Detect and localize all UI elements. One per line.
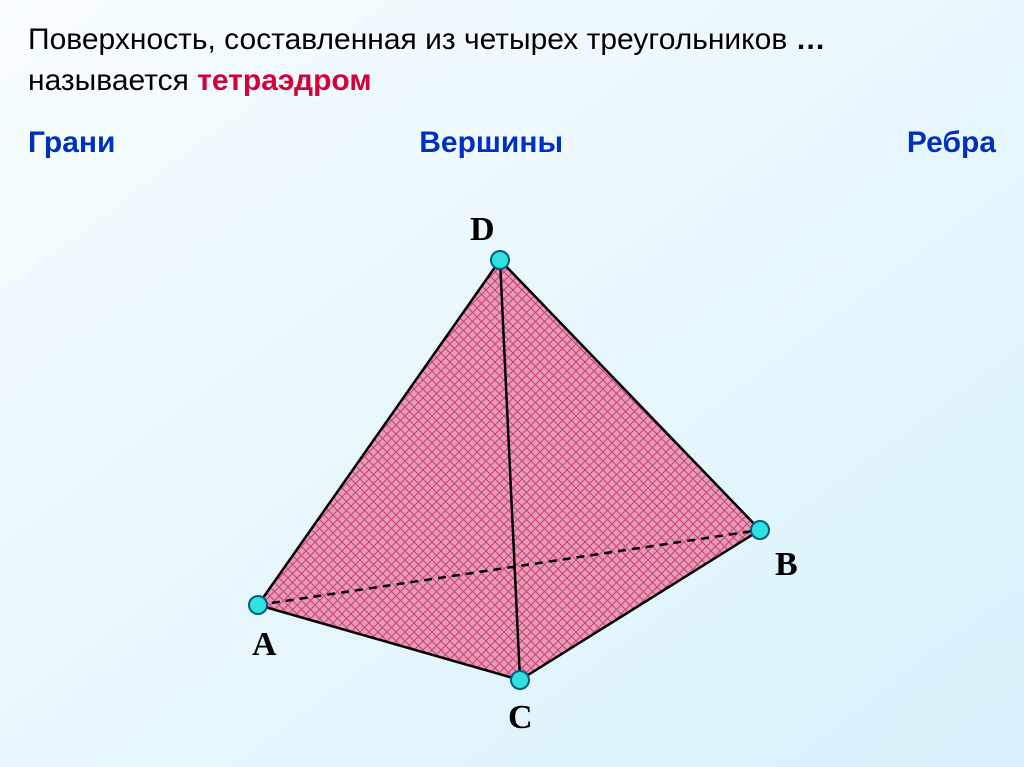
slide: Поверхность, составленная из четырех тре… [0,0,1024,767]
definition-text: Поверхность, составленная из четырех тре… [28,20,996,101]
face [500,260,760,680]
vertex-label-C: C [508,699,533,736]
vertex-A [249,596,267,614]
tetrahedron-figure: D A B C [0,200,1024,760]
vertex-B [751,521,769,539]
definition-ellipsis: … [796,23,826,56]
definition-part1: Поверхность, составленная из четырех тре… [28,23,796,56]
vertex-label-B: B [775,546,798,583]
definition-part2: называется [28,64,197,97]
vertex-D [491,251,509,269]
vertex-label-A: A [252,626,277,663]
term-edges: Ребра [907,126,996,160]
term-vertices: Вершины [75,126,906,160]
tetrahedron-svg: D A B C [0,200,1024,760]
vertex-label-D: D [470,211,495,248]
vertex-C [511,671,529,689]
definition-highlight: тетраэдром [197,64,371,97]
terms-row: Грани Вершины Ребра [28,126,996,160]
